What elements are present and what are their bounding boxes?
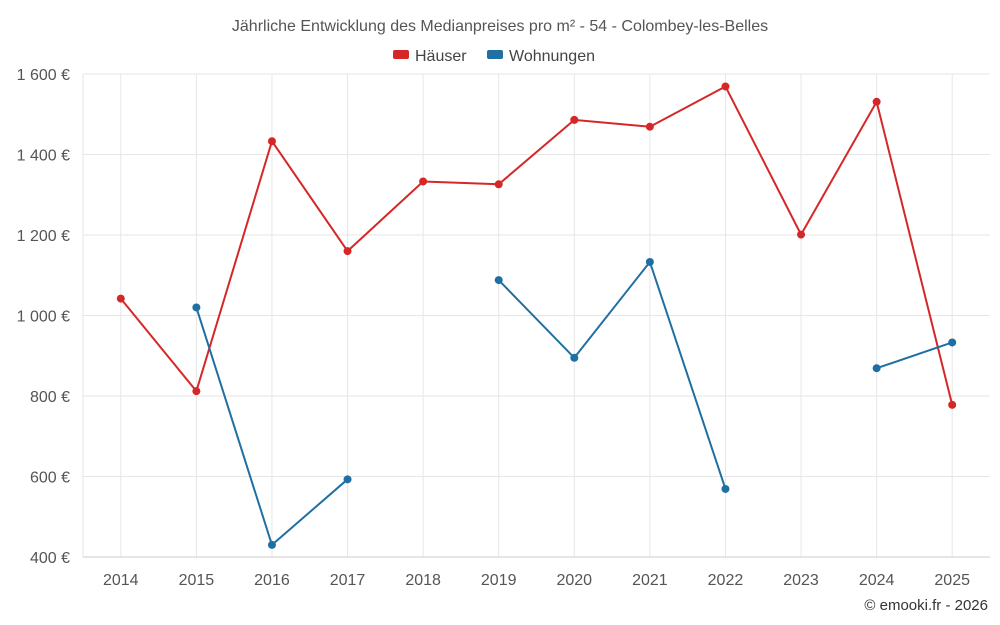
series-line <box>497 259 727 490</box>
data-point[interactable] <box>494 276 503 285</box>
series-0 <box>116 82 957 409</box>
y-tick-label: 1 200 € <box>17 228 70 245</box>
y-tick-label: 1 000 € <box>17 309 70 326</box>
axes: 400 € 600 € 800 € 1 000 € 1 200 € 1 400 € 1 60… <box>17 67 990 589</box>
legend-label[interactable]: Häuser <box>415 48 467 65</box>
data-point[interactable] <box>192 303 201 312</box>
data-point[interactable] <box>116 294 125 303</box>
legend-label[interactable]: Wohnungen <box>509 48 595 65</box>
grid <box>82 73 990 558</box>
series-line <box>120 85 954 406</box>
data-point[interactable] <box>948 338 957 347</box>
data-point[interactable] <box>645 257 654 266</box>
data-point[interactable] <box>721 82 730 91</box>
data-point[interactable] <box>645 122 654 131</box>
series-group <box>116 82 957 549</box>
data-point[interactable] <box>570 353 579 362</box>
x-tick-label: 2022 <box>708 572 744 589</box>
y-tick-label: 1 400 € <box>17 148 70 165</box>
data-point[interactable] <box>948 400 957 409</box>
data-point[interactable] <box>419 177 428 186</box>
x-tick-label: 2015 <box>179 572 215 589</box>
legend: Häuser Wohnungen <box>393 48 595 65</box>
x-tick-label: 2018 <box>405 572 441 589</box>
legend-swatch <box>487 50 503 59</box>
data-point[interactable] <box>192 387 201 396</box>
x-tick-label: 2017 <box>330 572 366 589</box>
data-point[interactable] <box>343 247 352 256</box>
data-point[interactable] <box>267 137 276 146</box>
x-tick-label: 2014 <box>103 572 139 589</box>
data-point[interactable] <box>872 364 881 373</box>
data-point[interactable] <box>721 484 730 493</box>
x-tick-label: 2021 <box>632 572 668 589</box>
data-point[interactable] <box>797 230 806 239</box>
data-point[interactable] <box>570 115 579 124</box>
series-1 <box>192 257 957 549</box>
data-point[interactable] <box>343 475 352 484</box>
x-tick-label: 2025 <box>934 572 970 589</box>
x-tick-label: 2020 <box>556 572 592 589</box>
x-tick-label: 2016 <box>254 572 290 589</box>
y-tick-label: 600 € <box>30 470 70 487</box>
y-tick-label: 400 € <box>30 550 70 567</box>
x-tick-label: 2024 <box>859 572 895 589</box>
series-line <box>876 341 953 370</box>
x-tick-label: 2019 <box>481 572 517 589</box>
data-point[interactable] <box>267 540 276 549</box>
x-tick-label: 2023 <box>783 572 819 589</box>
legend-swatch <box>393 50 409 59</box>
y-tick-label: 1 600 € <box>17 67 70 84</box>
credit-text: © emooki.fr - 2026 <box>864 597 988 614</box>
y-tick-label: 800 € <box>30 389 70 406</box>
data-point[interactable] <box>872 97 881 106</box>
data-point[interactable] <box>494 180 503 189</box>
chart-title: Jährliche Entwicklung des Medianpreises … <box>232 18 768 35</box>
